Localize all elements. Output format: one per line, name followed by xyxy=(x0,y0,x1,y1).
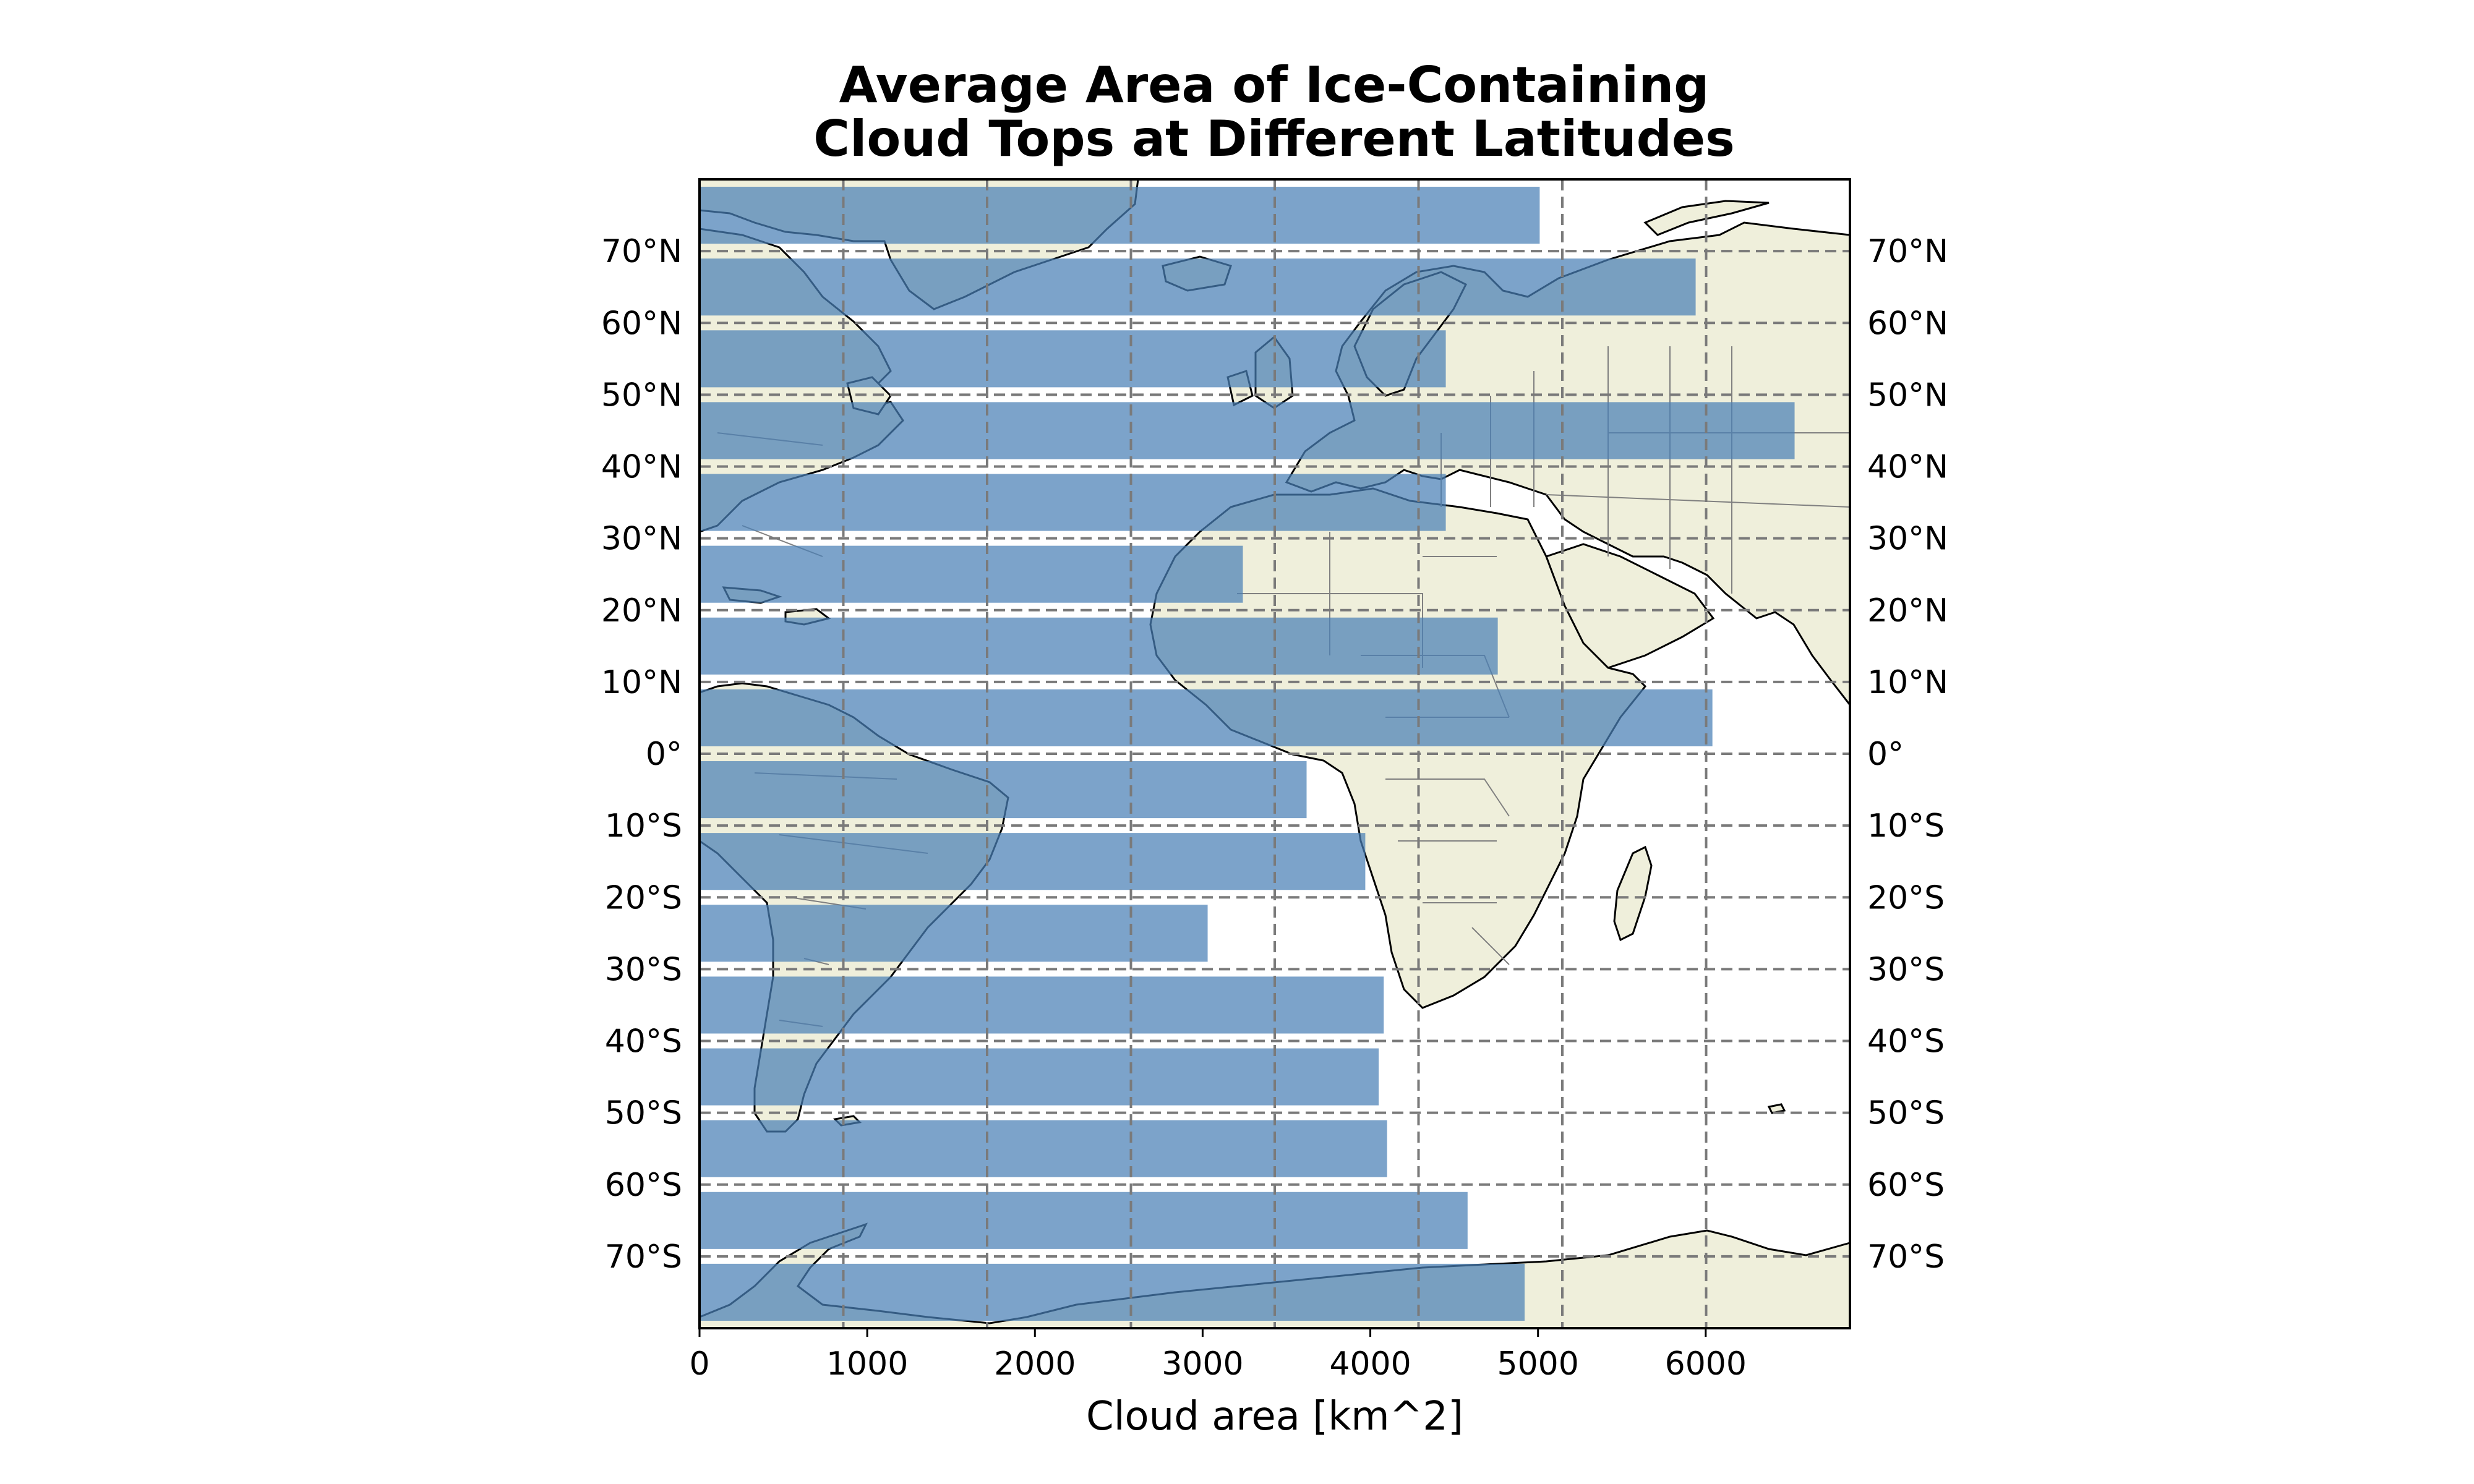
plot-area xyxy=(700,179,1850,1328)
y-tick-label-right-3: 40°N xyxy=(1867,449,1948,486)
y-tick-label-right-8: 10°S xyxy=(1867,808,1945,845)
x-axis: 0 1000 2000 3000 4000 5000 6000 xyxy=(689,1328,1747,1383)
y-tick-label-right-4: 30°N xyxy=(1867,521,1948,558)
y-tick-label-left-6: 10°N xyxy=(601,664,682,701)
bar-11 xyxy=(700,976,1384,1034)
y-tick-label-right-13: 60°S xyxy=(1867,1167,1945,1204)
x-tick-label-2: 2000 xyxy=(994,1345,1076,1383)
bar-5 xyxy=(700,545,1243,603)
bar-7 xyxy=(700,689,1713,746)
y-tick-label-right-12: 50°S xyxy=(1867,1095,1945,1132)
chart-title: Average Area of Ice-Containing Cloud Top… xyxy=(813,56,1735,168)
y-tick-label-right-0: 70°N xyxy=(1867,233,1948,270)
kerguelen-island xyxy=(1767,1103,1786,1114)
bar-9 xyxy=(700,833,1366,890)
y-tick-label-right-1: 60°N xyxy=(1867,305,1948,342)
x-tick-label-0: 0 xyxy=(689,1345,709,1383)
y-tick-label-left-5: 20°N xyxy=(601,592,682,629)
bar-0 xyxy=(700,187,1540,244)
bar-14 xyxy=(700,1192,1468,1249)
x-tick-label-3: 3000 xyxy=(1162,1345,1243,1383)
bar-3 xyxy=(700,402,1795,459)
bar-4 xyxy=(700,474,1446,531)
y-tick-label-left-14: 70°S xyxy=(605,1239,682,1276)
y-tick-label-left-8: 10°S xyxy=(605,808,682,845)
y-tick-label-right-14: 70°S xyxy=(1867,1239,1945,1276)
plot-frame xyxy=(698,178,1851,1329)
bar-12 xyxy=(700,1048,1379,1106)
bar-13 xyxy=(700,1120,1387,1177)
gridlines xyxy=(700,179,1850,1328)
x-tick-label-6: 6000 xyxy=(1665,1345,1747,1383)
bar-1 xyxy=(700,258,1696,316)
x-axis-label: Cloud area [km^2] xyxy=(1086,1394,1463,1439)
y-tick-label-right-9: 20°S xyxy=(1867,879,1945,916)
y-tick-label-right-10: 30°S xyxy=(1867,951,1945,988)
bar-series xyxy=(700,187,1795,1321)
bar-15 xyxy=(700,1263,1525,1321)
chart-title-line-2: Cloud Tops at Different Latitudes xyxy=(813,110,1735,168)
y-tick-label-left-4: 30°N xyxy=(601,521,682,558)
bar-8 xyxy=(700,761,1307,819)
y-tick-label-right-6: 10°N xyxy=(1867,664,1948,701)
madagascar-island xyxy=(1613,845,1653,942)
y-tick-label-right-2: 50°N xyxy=(1867,377,1948,414)
x-tick-label-4: 4000 xyxy=(1329,1345,1411,1383)
bar-2 xyxy=(700,330,1446,388)
y-tick-label-left-13: 60°S xyxy=(605,1167,682,1204)
y-axis-left: 70°N 60°N 50°N 40°N 30°N 20°N 10°N 0° 10°S 20°S 30… xyxy=(601,233,682,1276)
x-tick-label-1: 1000 xyxy=(826,1345,908,1383)
y-tick-label-left-3: 40°N xyxy=(601,449,682,486)
bar-6 xyxy=(700,617,1498,675)
x-tick-label-5: 5000 xyxy=(1497,1345,1579,1383)
y-tick-label-right-11: 40°S xyxy=(1867,1023,1945,1060)
y-tick-label-left-7: 0° xyxy=(646,736,682,773)
y-tick-label-left-9: 20°S xyxy=(605,879,682,916)
y-tick-label-right-7: 0° xyxy=(1867,736,1904,773)
y-axis-right: 70°N 60°N 50°N 40°N 30°N 20°N 10°N 0° 10°S 20°S 30… xyxy=(1867,233,1948,1276)
y-tick-label-left-12: 50°S xyxy=(605,1095,682,1132)
y-tick-label-right-5: 20°N xyxy=(1867,592,1948,629)
y-tick-label-left-2: 50°N xyxy=(601,377,682,414)
chart-title-line-1: Average Area of Ice-Containing xyxy=(839,56,1710,114)
y-tick-label-left-10: 30°S xyxy=(605,951,682,988)
y-tick-label-left-1: 60°N xyxy=(601,305,682,342)
y-tick-label-left-11: 40°S xyxy=(605,1023,682,1060)
y-tick-label-left-0: 70°N xyxy=(601,233,682,270)
bar-10 xyxy=(700,905,1208,962)
